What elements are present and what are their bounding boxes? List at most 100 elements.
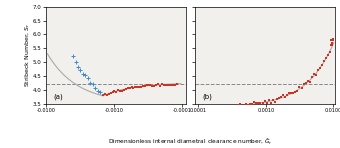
Point [98, 91, 103, 94]
Point [95, 90, 100, 92]
Point [144, 84, 149, 86]
Point [287, 92, 292, 94]
Point [129, 86, 134, 89]
Point [142, 85, 148, 87]
Point [285, 94, 290, 96]
Point [266, 99, 271, 101]
Point [235, 104, 241, 107]
Point [319, 63, 325, 66]
Point [329, 44, 334, 46]
Point [131, 87, 136, 89]
Point [157, 85, 163, 87]
Point [225, 106, 230, 109]
Point [321, 60, 327, 62]
Point [274, 98, 279, 100]
Text: Dimensionless internal diametral clearance number, $\hat{G}_r$: Dimensionless internal diametral clearan… [108, 136, 273, 147]
Point [297, 86, 302, 88]
Point [268, 101, 273, 104]
Point [270, 99, 275, 101]
Point [301, 83, 306, 85]
Point [303, 81, 308, 84]
Point [309, 75, 314, 78]
Point [106, 92, 112, 95]
Point [73, 60, 78, 63]
Text: (b): (b) [202, 93, 212, 100]
Point [231, 105, 237, 107]
Point [159, 83, 165, 85]
Point [83, 74, 88, 76]
Point [264, 102, 269, 104]
Point [233, 106, 239, 109]
Point [291, 92, 296, 94]
Point [172, 84, 178, 86]
Point [250, 103, 255, 106]
Text: (a): (a) [53, 93, 63, 100]
Point [125, 87, 131, 90]
Point [331, 37, 336, 40]
Point [245, 104, 251, 106]
Point [280, 94, 286, 97]
Point [85, 77, 90, 79]
Point [256, 102, 261, 104]
Point [92, 87, 98, 90]
Point [289, 92, 294, 94]
Point [136, 86, 142, 89]
Point [165, 83, 170, 86]
Point [237, 103, 243, 106]
Point [327, 51, 333, 53]
Point [170, 84, 176, 86]
Point [241, 105, 247, 107]
Point [167, 84, 172, 86]
Point [163, 84, 168, 86]
Point [260, 102, 265, 104]
Point [108, 92, 114, 94]
Point [243, 103, 249, 106]
Point [114, 91, 119, 93]
Point [317, 67, 323, 70]
Point [299, 86, 304, 89]
Point [102, 93, 108, 96]
Point [229, 105, 235, 107]
Point [121, 89, 127, 91]
Point [248, 103, 253, 106]
Point [276, 97, 282, 99]
Point [133, 86, 138, 88]
Point [150, 85, 155, 87]
Point [135, 86, 140, 88]
Point [153, 84, 159, 87]
Point [305, 80, 310, 83]
Point [116, 89, 121, 91]
Point [152, 84, 157, 87]
Point [262, 100, 267, 102]
Point [88, 82, 93, 84]
Point [100, 94, 106, 96]
Point [148, 84, 153, 86]
Point [323, 57, 329, 59]
Point [90, 83, 96, 85]
Point [315, 69, 321, 71]
Point [330, 39, 336, 41]
Point [174, 83, 180, 85]
Point [123, 88, 129, 91]
Point [252, 101, 257, 104]
Point [329, 44, 335, 46]
Point [138, 86, 144, 88]
Point [112, 90, 117, 92]
Point [223, 106, 228, 108]
Point [311, 73, 317, 75]
Point [75, 66, 81, 68]
Point [146, 84, 151, 87]
Point [140, 84, 146, 87]
Point [272, 100, 277, 103]
Point [307, 81, 312, 83]
Point [161, 84, 167, 86]
Point [278, 95, 284, 98]
Point [104, 94, 109, 96]
Y-axis label: Stribeck Number, $S_r$: Stribeck Number, $S_r$ [23, 23, 32, 87]
Point [80, 73, 86, 75]
Point [221, 107, 226, 110]
Point [227, 107, 232, 109]
Point [239, 106, 245, 108]
Point [328, 39, 334, 42]
Point [293, 91, 298, 93]
